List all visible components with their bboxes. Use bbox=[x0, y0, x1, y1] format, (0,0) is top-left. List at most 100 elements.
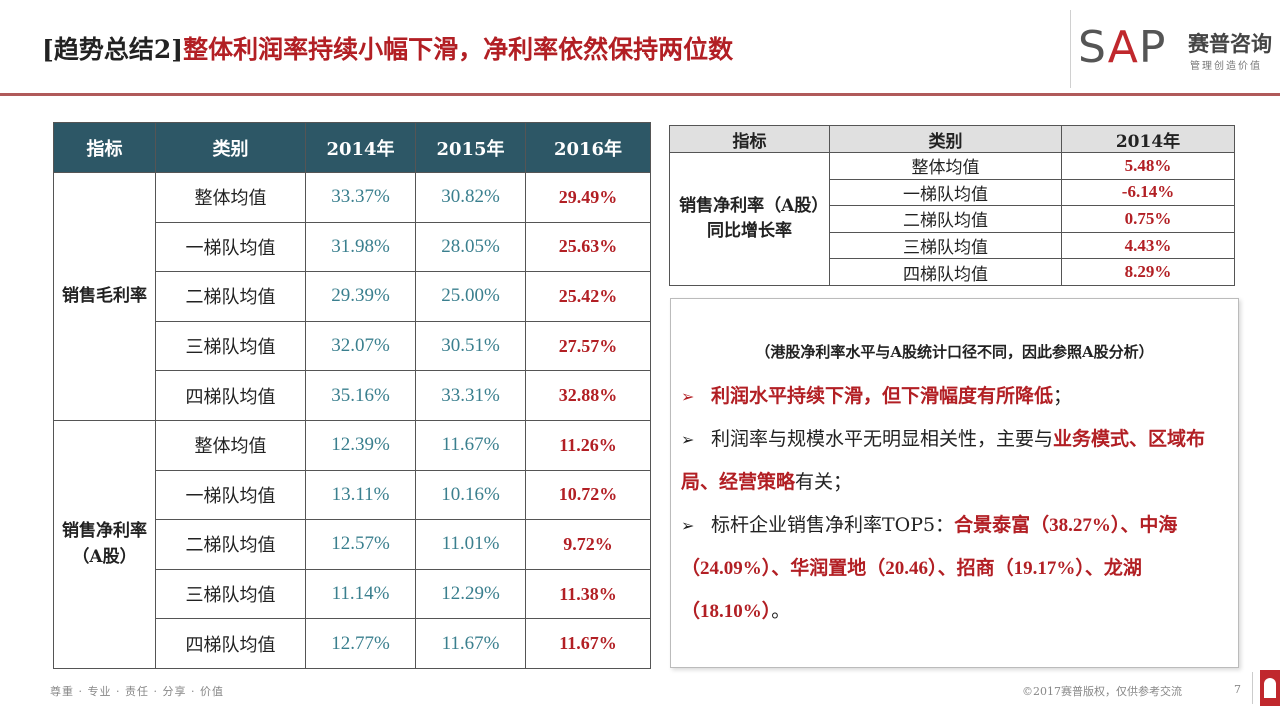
category-cell: 整体均值 bbox=[155, 419, 306, 471]
bullet-trend: ➢ 利润水平持续下滑，但下滑幅度有所降低； bbox=[681, 375, 1072, 418]
highlight-regional-layout: 区域布局 bbox=[681, 428, 1206, 493]
header-2016: 2016年 bbox=[525, 122, 651, 173]
company-5: 龙湖 bbox=[1103, 557, 1142, 579]
category-cell: 一梯队均值 bbox=[155, 221, 306, 273]
value-2014: 8.29% bbox=[1061, 258, 1235, 286]
table-row: 二梯队均值 29.39% 25.00% 25.42% bbox=[54, 271, 651, 322]
company-1: 合景泰富 bbox=[954, 514, 1031, 536]
page-number: 7 bbox=[1234, 683, 1241, 696]
company-3-value: （20.46） bbox=[866, 558, 938, 579]
value-2016: 10.72% bbox=[525, 469, 651, 521]
table-header-row: 指标 类别 2014年 bbox=[669, 125, 1235, 153]
header-indicator: 指标 bbox=[669, 125, 830, 153]
company-1-value: （38.27%） bbox=[1030, 515, 1121, 536]
title-text: 整体利润率持续小幅下滑，净利率依然保持两位数 bbox=[183, 35, 734, 64]
table-row: 三梯队均值 11.14% 12.29% 11.38% bbox=[54, 568, 651, 620]
value-2014: 33.37% bbox=[305, 172, 416, 223]
company-3: 华润置地 bbox=[790, 557, 867, 579]
value-2016: 25.42% bbox=[525, 271, 651, 322]
separator: 、 bbox=[1120, 514, 1140, 536]
logo-wordmark: SAP bbox=[1078, 22, 1167, 73]
separator: 、 bbox=[771, 557, 791, 579]
table-row: 四梯队均值 12.77% 11.67% 11.67% bbox=[54, 618, 651, 669]
bullet-correlation: ➢ 利润率与规模水平无明显相关性，主要与业务模式、区域布局、经营策略有关； bbox=[681, 418, 1221, 504]
logo-divider bbox=[1070, 10, 1071, 88]
category-cell: 四梯队均值 bbox=[155, 370, 306, 421]
bullet-trend-text: 利润水平持续下滑，但下滑幅度有所降低 bbox=[711, 385, 1054, 407]
arrow-bullet-icon: ➢ bbox=[681, 387, 695, 406]
profit-margin-table: 指标 类别 2014年 2015年 2016年 销售毛利率 整体均值 33.37… bbox=[53, 122, 651, 669]
bullet-trend-end: ； bbox=[1053, 385, 1073, 407]
highlight-business-strategy: 经营策略 bbox=[719, 471, 796, 493]
header-rule bbox=[0, 93, 1280, 96]
value-2014: 31.98% bbox=[305, 221, 416, 273]
value-2014: 5.48% bbox=[1061, 152, 1235, 180]
value-2015: 28.05% bbox=[415, 221, 526, 273]
header-category: 类别 bbox=[829, 125, 1062, 153]
value-2016: 27.57% bbox=[525, 320, 651, 372]
value-2015: 30.82% bbox=[415, 172, 526, 223]
table-row: 销售净利率（A股）同比增长率 整体均值 5.48% bbox=[669, 152, 1235, 286]
separator: 、 bbox=[1084, 557, 1104, 579]
category-cell: 四梯队均值 bbox=[829, 258, 1062, 286]
value-2016: 11.26% bbox=[525, 419, 651, 471]
value-2015: 10.16% bbox=[415, 469, 526, 521]
category-cell: 三梯队均值 bbox=[155, 320, 306, 372]
value-2015: 30.51% bbox=[415, 320, 526, 372]
table-row: 一梯队均值 -6.14% bbox=[670, 178, 1235, 207]
value-2014: 32.07% bbox=[305, 320, 416, 372]
header-2014: 2014年 bbox=[1061, 125, 1235, 153]
value-2014: 13.11% bbox=[305, 469, 416, 521]
indicator-gross-margin: 销售毛利率 bbox=[53, 172, 156, 421]
footer-copyright: ©2017赛普版权，仅供参考交流 bbox=[1022, 685, 1182, 698]
table-row: 二梯队均值 12.57% 11.01% 9.72% bbox=[54, 519, 651, 570]
company-2: 中海 bbox=[1139, 514, 1178, 536]
separator: 、 bbox=[937, 557, 957, 579]
value-2014: 12.39% bbox=[305, 419, 416, 471]
category-cell: 三梯队均值 bbox=[829, 231, 1062, 260]
value-2014: 12.57% bbox=[305, 519, 416, 570]
company-2-value: （24.09%） bbox=[681, 558, 772, 579]
value-2016: 11.67% bbox=[525, 618, 651, 669]
footer-logo-icon bbox=[1260, 670, 1280, 706]
header-2015: 2015年 bbox=[415, 122, 526, 173]
category-cell: 整体均值 bbox=[829, 152, 1062, 180]
table-header-row: 指标 类别 2014年 2015年 2016年 bbox=[53, 122, 651, 173]
value-2016: 11.38% bbox=[525, 568, 651, 620]
value-2016: 25.63% bbox=[525, 221, 651, 273]
value-2016: 29.49% bbox=[525, 172, 651, 223]
bullet-correlation-end: 有关； bbox=[795, 471, 853, 493]
logo-slogan: 管理创造价值 bbox=[1190, 61, 1262, 72]
title-tag: [趋势总结2] bbox=[42, 35, 184, 64]
value-2016: 32.88% bbox=[525, 370, 651, 421]
table-row: 销售毛利率 整体均值 33.37% 30.82% 29.49% bbox=[53, 172, 651, 421]
category-cell: 一梯队均值 bbox=[155, 469, 306, 521]
value-2014: -6.14% bbox=[1061, 178, 1235, 207]
value-2015: 11.67% bbox=[415, 419, 526, 471]
logo-cn-name: 赛普咨询 bbox=[1188, 31, 1272, 56]
header-category: 类别 bbox=[155, 122, 306, 173]
separator: 、 bbox=[1129, 428, 1149, 450]
value-2014: 0.75% bbox=[1061, 205, 1235, 233]
value-2015: 11.67% bbox=[415, 618, 526, 669]
bullet-benchmark-end: 。 bbox=[771, 600, 791, 622]
category-cell: 四梯队均值 bbox=[155, 618, 306, 669]
value-2015: 33.31% bbox=[415, 370, 526, 421]
bullet-correlation-text: 利润率与规模水平无明显相关性，主要与 bbox=[711, 428, 1054, 450]
category-cell: 整体均值 bbox=[155, 172, 306, 223]
value-2014: 29.39% bbox=[305, 271, 416, 322]
bullet-benchmark-text: 标杆企业销售净利率TOP5： bbox=[711, 514, 955, 536]
company-4-value: （19.17%） bbox=[994, 558, 1085, 579]
category-cell: 二梯队均值 bbox=[829, 205, 1062, 233]
value-2015: 12.29% bbox=[415, 568, 526, 620]
value-2014: 4.43% bbox=[1061, 231, 1235, 260]
value-2014: 35.16% bbox=[305, 370, 416, 421]
highlight-business-model: 业务模式 bbox=[1053, 428, 1130, 450]
footer-values: 尊重 · 专业 · 责任 · 分享 · 价值 bbox=[50, 685, 224, 698]
page-title: [趋势总结2]整体利润率持续小幅下滑，净利率依然保持两位数 bbox=[42, 30, 733, 70]
summary-box: （港股净利率水平与A股统计口径不同，因此参照A股分析） ➢ 利润水平持续下滑，但下… bbox=[670, 298, 1239, 668]
indicator-net-margin-growth: 销售净利率（A股）同比增长率 bbox=[669, 152, 830, 286]
table-row: 四梯队均值 8.29% bbox=[670, 258, 1235, 286]
separator: 、 bbox=[700, 471, 720, 493]
arrow-bullet-icon: ➢ bbox=[681, 516, 695, 535]
